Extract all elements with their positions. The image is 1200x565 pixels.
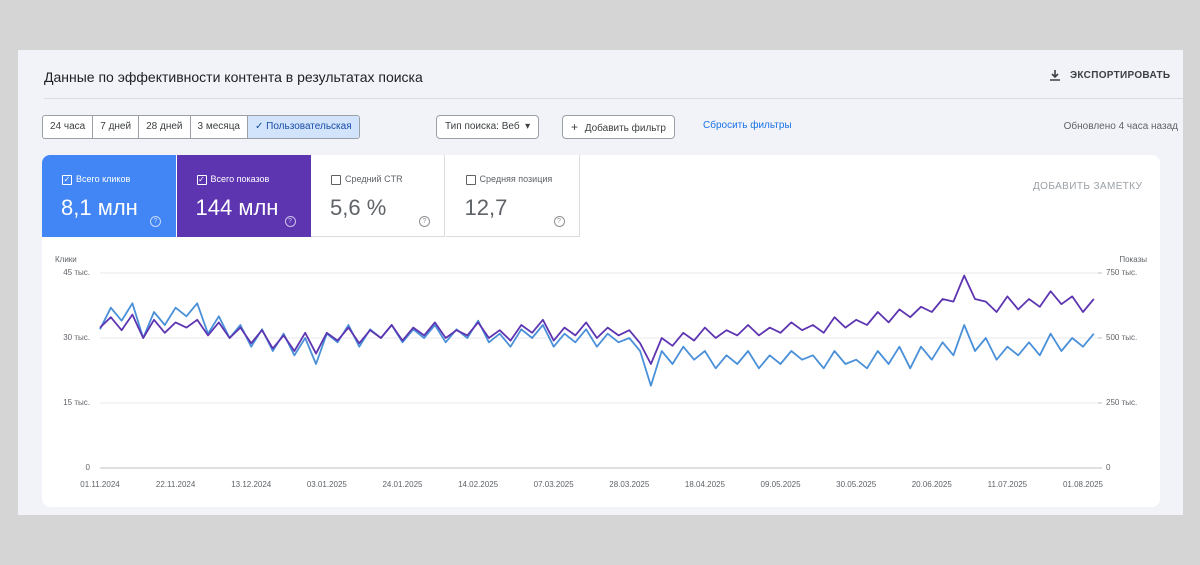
x-tick-label: 03.01.2025 <box>307 480 348 489</box>
y2-tick-label: 250 тыс. <box>1106 398 1137 407</box>
metric-tile[interactable]: ✓ Всего кликов 8,1 млн? <box>42 155 176 237</box>
metric-label: Средняя позиция <box>479 174 553 184</box>
help-icon[interactable]: ? <box>150 216 161 227</box>
x-tick-label: 14.02.2025 <box>458 480 499 489</box>
x-tick-label: 09.05.2025 <box>761 480 802 489</box>
metric-value: 5,6 % <box>330 195 387 220</box>
x-tick-label: 22.11.2024 <box>156 480 196 489</box>
metric-label: Всего показов <box>210 174 270 184</box>
divider <box>44 98 1183 99</box>
y-tick-label: 45 тыс. <box>63 268 90 277</box>
add-note-button[interactable]: ДОБАВИТЬ ЗАМЕТКУ <box>1033 181 1143 192</box>
metric-value: 8,1 млн <box>61 195 138 220</box>
metric-checkbox[interactable] <box>465 175 476 185</box>
metric-label: Средний CTR <box>345 174 403 184</box>
metric-tile[interactable]: Средняя позиция 12,7? <box>445 155 580 237</box>
range-button[interactable]: 28 дней <box>139 116 191 138</box>
x-tick-label: 13.12.2024 <box>231 480 272 489</box>
updated-note: Обновлено 4 часа назад <box>1063 121 1178 132</box>
reset-filters-link[interactable]: Сбросить фильтры <box>703 120 792 131</box>
y-tick-label: 15 тыс. <box>63 398 90 407</box>
y2-axis-title: Показы <box>1119 255 1147 264</box>
metric-value: 144 млн <box>195 195 279 220</box>
metric-tile[interactable]: Средний CTR 5,6 %? <box>311 155 445 237</box>
help-icon[interactable]: ? <box>419 216 430 227</box>
range-button[interactable]: 24 часа <box>43 116 94 138</box>
y-axis-title: Клики <box>55 255 77 264</box>
y-tick-label: 30 тыс. <box>63 333 90 342</box>
range-button[interactable]: Пользовательская <box>247 116 359 138</box>
x-tick-label: 20.06.2025 <box>912 480 953 489</box>
series-line <box>99 274 1095 365</box>
add-filter-button[interactable]: Добавить фильтр <box>562 115 675 139</box>
help-icon[interactable]: ? <box>284 216 296 227</box>
chart: Клики Показы 0 15 тыс. 30 тыс. 45 тыс. 0 250 ты… <box>55 255 1147 489</box>
metric-checkbox[interactable]: ✓ <box>196 175 207 185</box>
y2-tick-label: 0 <box>1106 463 1111 472</box>
x-tick-label: 30.05.2025 <box>836 480 877 489</box>
chart-card: ✓ Всего кликов 8,1 млн? ✓ Всего показов 144 м… <box>42 155 1160 507</box>
x-tick-label: 01.08.2025 <box>1063 480 1104 489</box>
search-type-dropdown[interactable]: Тип поиска: Веб <box>436 115 540 139</box>
help-icon[interactable]: ? <box>553 216 565 227</box>
x-tick-label: 18.04.2025 <box>685 480 726 489</box>
x-tick-label: 28.03.2025 <box>609 480 650 489</box>
range-button[interactable]: 3 месяца <box>191 116 248 138</box>
page-title: Данные по эффективности контента в резул… <box>44 69 423 85</box>
metric-checkbox[interactable]: ✓ <box>62 175 72 185</box>
x-tick-label: 01.11.2024 <box>80 480 120 489</box>
x-tick-label: 07.03.2025 <box>534 480 575 489</box>
series-line <box>99 302 1095 387</box>
metric-checkbox[interactable] <box>331 175 341 185</box>
metric-value: 12,7 <box>464 195 508 220</box>
y2-tick-label: 750 тыс. <box>1106 268 1137 277</box>
download-icon[interactable] <box>1049 69 1061 82</box>
metric-tile[interactable]: ✓ Всего показов 144 млн? <box>176 155 311 237</box>
export-button[interactable]: ЭКСПОРТИРОВАТЬ <box>1070 70 1171 81</box>
metric-label: Всего кликов <box>76 174 131 184</box>
x-tick-label: 24.01.2025 <box>382 480 423 489</box>
range-button[interactable]: 7 дней <box>93 116 140 138</box>
x-tick-label: 11.07.2025 <box>988 480 1028 489</box>
y-tick-label: 0 <box>86 463 91 472</box>
y2-tick-label: 500 тыс. <box>1106 333 1137 342</box>
